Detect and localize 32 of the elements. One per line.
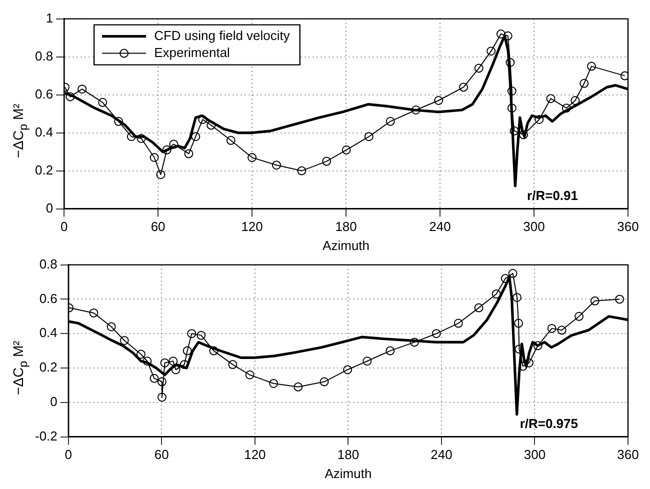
x-tick-label: 120 xyxy=(241,219,263,234)
x-tick-label: 0 xyxy=(64,447,72,462)
legend-label: Experimental xyxy=(154,44,230,60)
x-tick-label: 120 xyxy=(244,447,266,462)
x-tick-label: 240 xyxy=(429,219,451,234)
legend-label: CFD using field velocity xyxy=(154,28,290,43)
x-tick-label: 60 xyxy=(150,219,166,234)
y-tick-label: 0.2 xyxy=(34,162,54,178)
y-tick-label: -0.2 xyxy=(34,428,58,444)
y-tick-label: 0.2 xyxy=(39,360,58,375)
x-axis-title: Azimuth xyxy=(324,466,372,481)
x-tick-label: 180 xyxy=(335,219,357,234)
x-tick-label: 300 xyxy=(523,219,545,234)
y-tick-label: 1 xyxy=(46,10,54,26)
y-tick-label: 0.6 xyxy=(39,290,58,306)
y-tick-label: 0.4 xyxy=(39,325,58,340)
x-tick-label: 0 xyxy=(60,219,68,234)
x-tick-label: 60 xyxy=(154,447,169,462)
x-tick-label: 360 xyxy=(617,219,639,234)
annotation: r/R=0.91 xyxy=(527,188,578,203)
x-axis-title: Azimuth xyxy=(322,238,370,253)
y-tick-label: 0.6 xyxy=(34,86,54,102)
x-tick-label: 360 xyxy=(617,447,639,462)
x-tick-label: 300 xyxy=(524,447,546,462)
y-tick-label: 0.8 xyxy=(34,48,54,64)
annotation: r/R=0.975 xyxy=(520,416,578,431)
y-tick-label: 0.4 xyxy=(34,124,54,140)
y-tick-label: 0 xyxy=(50,394,58,409)
y-tick-label: 0 xyxy=(46,200,54,216)
x-tick-label: 240 xyxy=(430,447,452,462)
x-tick-label: 180 xyxy=(337,447,360,462)
y-tick-label: 0.8 xyxy=(39,256,58,272)
